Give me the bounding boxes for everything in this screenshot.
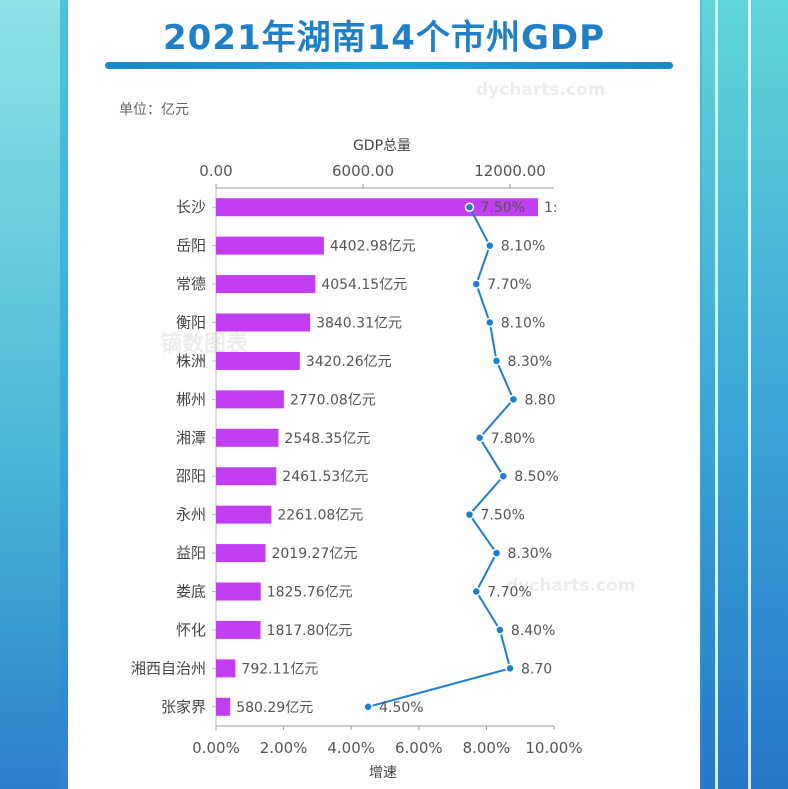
gdp-value-label: 792.11亿元 [241, 661, 318, 677]
gdp-value-label: 2548.35亿元 [284, 431, 370, 447]
growth-value-label: 8.40% [511, 623, 555, 639]
bottom-tick-label: 6.00% [395, 739, 443, 757]
growth-point [485, 317, 495, 328]
category-label: 株洲 [176, 352, 206, 370]
watermark: dycharts.com [506, 576, 636, 596]
growth-value-label: 7.50% [481, 200, 525, 216]
category-label: 永州 [176, 506, 206, 524]
growth-point [474, 433, 485, 443]
gdp-bar [216, 697, 231, 716]
growth-point [505, 663, 515, 674]
bottom-tick-label: 8.00% [463, 739, 511, 757]
growth-value-label: 8.30% [508, 354, 552, 370]
bottom-tick-label: 0.00% [192, 739, 240, 757]
chart-panel [68, 0, 700, 789]
gdp-value-label: 1825.76亿元 [267, 585, 353, 601]
growth-value-label: 7.70% [487, 585, 531, 601]
growth-value-label: 8.50% [514, 469, 558, 485]
category-label: 娄底 [176, 583, 206, 601]
right-stripe [715, 0, 718, 789]
category-label: 怀化 [176, 621, 206, 639]
growth-point [471, 279, 482, 289]
gdp-value-label: 3420.26亿元 [306, 354, 392, 370]
category-label: 郴州 [176, 390, 206, 408]
category-label: 湘潭 [176, 429, 206, 447]
bottom-tick-label: 10.00% [525, 739, 582, 757]
top-tick-label: 12000.00 [474, 162, 546, 180]
category-label: 益阳 [176, 544, 206, 562]
gdp-bar [216, 620, 261, 639]
growth-point [491, 356, 502, 366]
category-label: 常德 [176, 275, 206, 293]
gdp-bar [216, 275, 316, 294]
gdp-bar [216, 428, 279, 447]
growth-point [498, 471, 509, 481]
growth-value-label: 8.10% [501, 239, 545, 255]
growth-point [464, 202, 475, 212]
growth-point [363, 702, 373, 712]
gdp-bar [216, 198, 538, 217]
gdp-value-label: 4054.15亿元 [321, 277, 407, 293]
gdp-bar [216, 351, 300, 370]
top-axis-title: GDP总量 [353, 138, 411, 154]
growth-value-label: 4.50% [379, 700, 423, 716]
chart-title: 2021年湖南14个市州GDP [163, 18, 605, 58]
title-underline [105, 62, 673, 69]
gdp-bar [216, 505, 272, 524]
gdp-value-label: 2261.08亿元 [277, 508, 363, 524]
unit-label: 单位：亿元 [119, 102, 189, 118]
growth-value-label: 8.70 [521, 661, 552, 677]
gdp-value-label: 2019.27亿元 [271, 546, 357, 562]
gdp-value-label: 2770.08亿元 [290, 392, 376, 408]
category-label: 湘西自治州 [131, 659, 206, 677]
bottom-tick-label: 2.00% [260, 739, 308, 757]
growth-line [367, 206, 515, 708]
gdp-bar [216, 236, 324, 255]
gdp-value-label: 4402.98亿元 [330, 239, 416, 255]
growth-point [508, 394, 519, 405]
category-label: 岳阳 [176, 237, 206, 255]
gdp-bar [216, 582, 261, 601]
category-label: 长沙 [176, 198, 206, 216]
bottom-tick-label: 4.00% [327, 739, 375, 757]
growth-point [491, 548, 502, 558]
gdp-value-label: 2461.53亿元 [282, 469, 368, 485]
gdp-bar [216, 544, 266, 563]
growth-value-label: 7.80% [491, 431, 535, 447]
growth-value-label: 8.10% [501, 316, 545, 332]
category-label: 张家界 [161, 698, 206, 716]
right-stripe [748, 0, 751, 789]
category-label: 邵阳 [176, 467, 206, 485]
watermark: dycharts.com [476, 80, 606, 100]
growth-point [485, 240, 495, 251]
gdp-value-label: 3840.31亿元 [316, 316, 402, 332]
left-decoration [0, 0, 60, 789]
top-tick-label: 0.00 [199, 162, 232, 180]
gdp-value-label: 1: [544, 200, 558, 216]
growth-value-label: 7.50% [481, 508, 525, 524]
bottom-axis-title: 增速 [369, 765, 397, 781]
growth-point [464, 509, 475, 520]
gdp-bar [216, 313, 311, 332]
growth-value-label: 7.70% [487, 277, 531, 293]
gdp-value-label: 1817.80亿元 [267, 623, 353, 639]
growth-point [495, 625, 505, 635]
gdp-bar [216, 390, 284, 409]
gdp-bar [216, 467, 277, 486]
growth-value-label: 8.30% [508, 546, 552, 562]
gdp-value-label: 580.29亿元 [236, 700, 313, 716]
gdp-bar [216, 659, 236, 678]
category-label: 衡阳 [176, 314, 206, 332]
top-tick-label: 6000.00 [332, 162, 394, 180]
growth-value-label: 8.80 [524, 392, 555, 408]
growth-point [471, 586, 482, 597]
